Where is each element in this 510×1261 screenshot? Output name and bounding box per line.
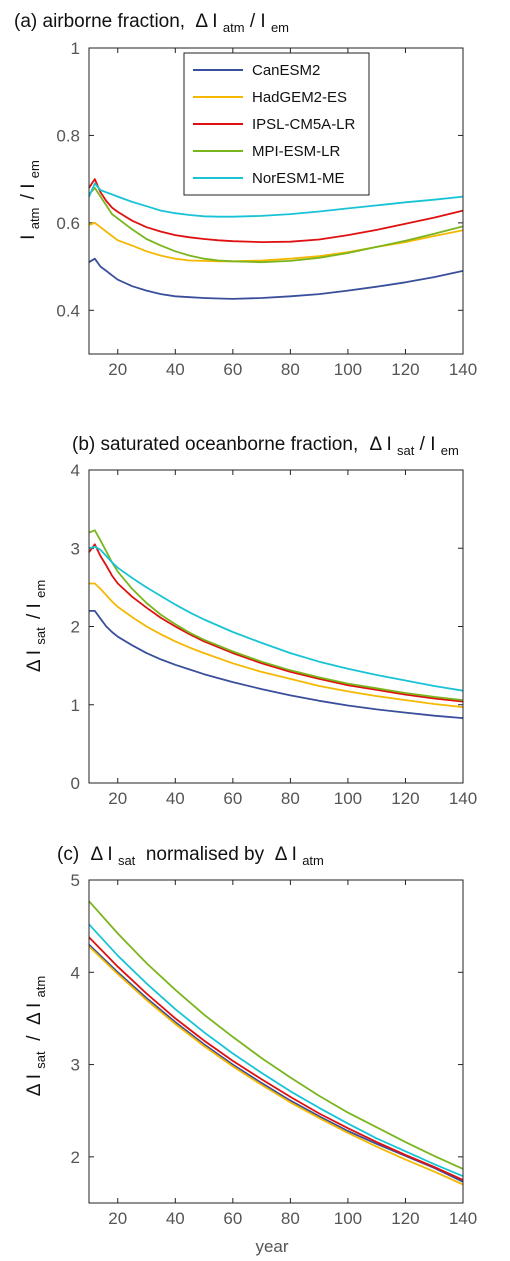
panel-b-title: (b) saturated oceanborne fraction, Δ I s…	[72, 434, 459, 460]
panel-c-lines	[88, 900, 464, 1186]
panel-a-xtick-label: 120	[391, 360, 419, 379]
panel-b-title-text: (b) saturated oceanborne fraction,	[72, 434, 358, 455]
panel-c-xtick-label: 20	[108, 1209, 127, 1228]
panel-a-xtick-label: 60	[223, 360, 242, 379]
panel-a-ytick-label: 1	[71, 39, 80, 58]
panel-a-ylabel: I atm / I em	[18, 160, 44, 240]
panel-b-ytick-label: 2	[71, 618, 80, 637]
panel-b-ylabel: Δ I sat / I em	[24, 580, 50, 672]
panel-b-lines	[88, 529, 464, 719]
panel-a-xtick-label: 20	[108, 360, 127, 379]
legend-label-mpi-esm-lr: MPI-ESM-LR	[252, 143, 341, 160]
panel-c-series-noresm1-me	[88, 923, 464, 1178]
panel-b-ticks: 20 40 60 80 100 120 140 0 1 2 3 4	[71, 461, 478, 808]
panel-c-xtick-label: 120	[391, 1209, 419, 1228]
legend: CanESM2 HadGEM2-ES IPSL-CM5A-LR MPI-ESM-…	[183, 52, 370, 196]
panel-b-series-mpi-esm-lr	[88, 529, 464, 701]
panel-a-ytick-label: 0.8	[56, 126, 80, 145]
panel-c-xtick-label: 60	[223, 1209, 242, 1228]
panel-c-ytick-label: 4	[71, 963, 80, 982]
panel-c-series-mpi-esm-lr	[88, 900, 464, 1170]
panel-a-title-text: (a) airborne fraction,	[14, 11, 185, 32]
panel-b-series-canesm2	[89, 610, 464, 719]
panel-a-xtick-label: 140	[449, 360, 477, 379]
panel-c-ylabel: Δ I sat / Δ I atm	[24, 976, 50, 1096]
legend-label-hadgem2-es: HadGEM2-ES	[252, 89, 347, 106]
panel-c-ytick-label: 5	[71, 871, 80, 890]
panel-b-ytick-label: 1	[71, 696, 80, 715]
panel-b-xtick-label: 60	[223, 789, 242, 808]
panel-c-title-text: (c)	[57, 844, 79, 865]
legend-label-noresm1-me: NorESM1-ME	[252, 170, 345, 187]
panel-b-series-ipsl-cm5a-lr	[88, 543, 464, 703]
panel-c-series-hadgem2-es	[88, 945, 464, 1186]
legend-entry-ipsl-cm5a-lr: IPSL-CM5A-LR	[193, 116, 356, 133]
panel-a-axes-box	[88, 47, 464, 355]
panel-a-ytick-label: 0.6	[56, 214, 80, 233]
panel-a-xtick-label: 40	[166, 360, 185, 379]
panel-a-series-mpi-esm-lr	[88, 186, 464, 264]
panel-b-series-hadgem2-es	[89, 582, 464, 708]
panel-a-lines	[88, 178, 464, 300]
panel-a-ytick-label: 0.4	[56, 301, 80, 320]
panel-c-series-canesm2	[88, 943, 464, 1183]
legend-entry-canesm2: CanESM2	[193, 62, 320, 79]
panel-c-xtick-label: 80	[281, 1209, 300, 1228]
panel-b-xtick-label: 80	[281, 789, 300, 808]
panel-a-series-ipsl-cm5a-lr	[88, 178, 464, 244]
panel-c-xtick-label: 140	[449, 1209, 477, 1228]
panel-b: (b) saturated oceanborne fraction, Δ I s…	[24, 434, 477, 808]
legend-entry-noresm1-me: NorESM1-ME	[193, 170, 345, 187]
legend-label-ipsl-cm5a-lr: IPSL-CM5A-LR	[252, 116, 356, 133]
panel-c-xtick-label: 100	[334, 1209, 362, 1228]
panel-c: (c) Δ I sat normalised by Δ I atm Δ I sa…	[24, 844, 477, 1256]
panel-b-series-noresm1-me	[88, 545, 464, 692]
panel-c-xtick-label: 40	[166, 1209, 185, 1228]
panel-b-xtick-label: 140	[449, 789, 477, 808]
panel-a-series-canesm2	[88, 257, 464, 300]
panel-b-ytick-label: 0	[71, 774, 80, 793]
panel-c-ytick-label: 2	[71, 1148, 80, 1167]
panel-c-series-ipsl-cm5a-lr	[88, 936, 464, 1181]
panel-b-ytick-label: 4	[71, 461, 80, 480]
panel-b-xtick-label: 100	[334, 789, 362, 808]
panel-a-series-noresm1-me	[88, 182, 464, 218]
panel-a-xtick-label: 100	[334, 360, 362, 379]
panel-a: (a) airborne fraction, Δ I atm / I em I …	[14, 11, 477, 379]
legend-label-canesm2: CanESM2	[252, 62, 320, 79]
panel-b-xtick-label: 120	[391, 789, 419, 808]
panel-c-title: (c) Δ I sat normalised by Δ I atm	[57, 844, 324, 870]
panel-a-title: (a) airborne fraction, Δ I atm / I em	[14, 11, 289, 37]
panel-b-xtick-label: 20	[108, 789, 127, 808]
legend-entry-mpi-esm-lr: MPI-ESM-LR	[193, 143, 341, 160]
panel-c-xlabel: year	[255, 1237, 288, 1256]
panel-c-ytick-label: 3	[71, 1056, 80, 1075]
panel-b-xtick-label: 40	[166, 789, 185, 808]
panel-c-axes-box	[88, 879, 464, 1204]
legend-entry-hadgem2-es: HadGEM2-ES	[193, 89, 347, 106]
panel-c-ticks: 20 40 60 80 100 120 140 2 3 4 5	[71, 871, 478, 1228]
panel-a-xtick-label: 80	[281, 360, 300, 379]
panel-b-ytick-label: 3	[71, 539, 80, 558]
panel-b-axes-box	[88, 469, 464, 784]
